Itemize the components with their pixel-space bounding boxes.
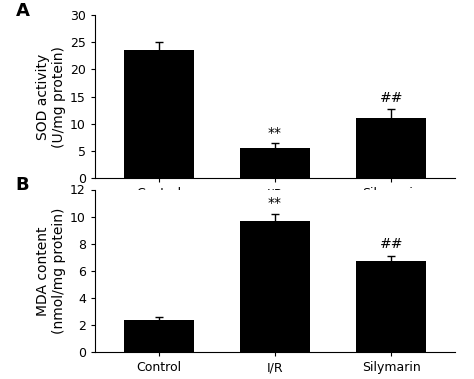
Text: A: A — [16, 2, 29, 20]
Bar — [356, 118, 426, 178]
Text: ##: ## — [379, 236, 403, 251]
Bar — [240, 148, 310, 178]
Bar — [124, 320, 193, 352]
Y-axis label: MDA content
(nmol/mg protein): MDA content (nmol/mg protein) — [36, 208, 66, 334]
Text: **: ** — [268, 126, 282, 140]
Y-axis label: SOD activity
(U/mg protein): SOD activity (U/mg protein) — [36, 46, 66, 147]
Text: ##: ## — [379, 91, 403, 105]
Text: **: ** — [268, 196, 282, 210]
Text: B: B — [16, 177, 29, 194]
Bar — [124, 50, 193, 178]
Bar — [356, 262, 426, 352]
Bar — [240, 221, 310, 352]
